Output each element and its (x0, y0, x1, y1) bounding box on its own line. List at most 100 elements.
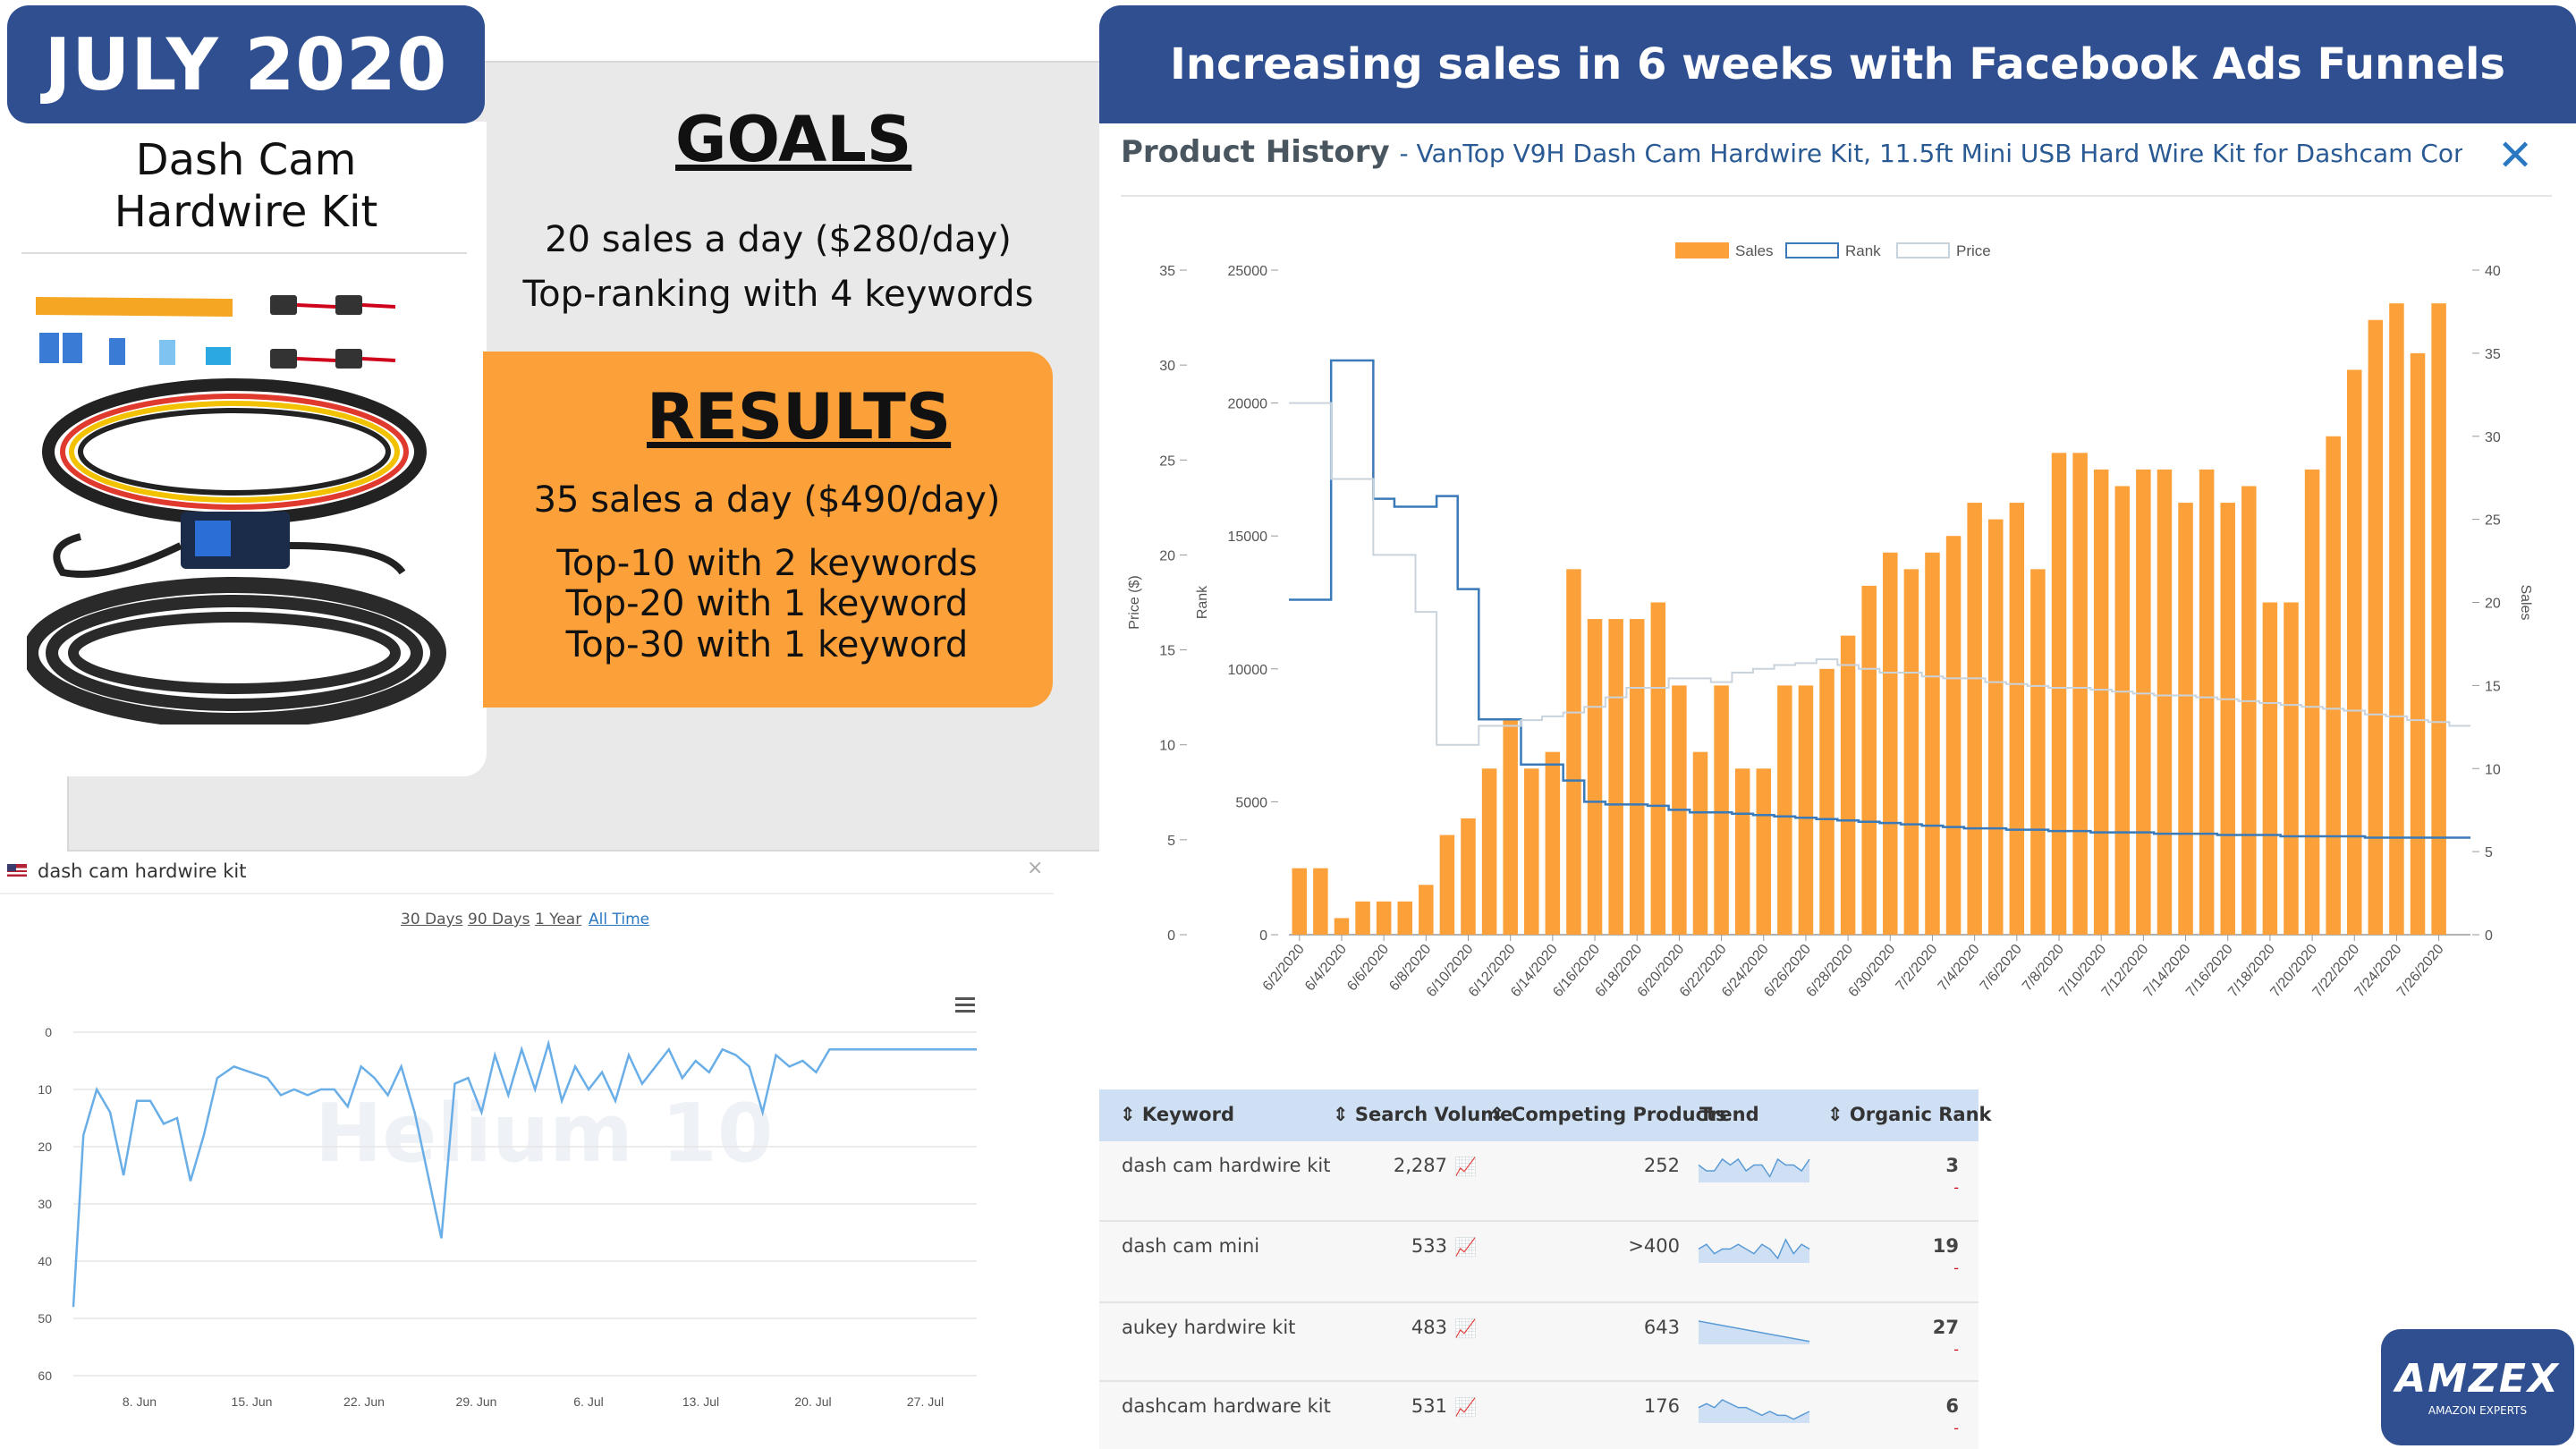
result-line-2: Top-10 with 2 keywords (556, 543, 978, 584)
goal-line-1: 20 sales a day ($280/day) (545, 219, 1012, 260)
sales-tick-label: 40 (2485, 264, 2501, 279)
sales-bar (1714, 685, 1729, 935)
product-history-chart: Sales Rank Price 0 5 10 15 20 25 30 35 0 5000 10000 15… (1127, 242, 2533, 1000)
product-title: Dash Cam Hardwire Kit (0, 134, 492, 238)
product-name: - VanTop V9H Dash Cam Hardwire Kit, 11.5… (1399, 139, 2462, 168)
rank-tick-label: 0 (1259, 928, 1267, 944)
x-tick-label: 6/6/2020 (1344, 942, 1392, 995)
sales-tick-label: 15 (2485, 679, 2501, 694)
rank-delta: - (1953, 1341, 1959, 1358)
sales-bar (2431, 303, 2446, 935)
organic-rank-cell: 3 (1945, 1155, 1959, 1176)
sales-bar (1903, 569, 1919, 935)
header-competing[interactable]: ⇕ Competing Products (1489, 1104, 1727, 1125)
organic-rank-cell: 6 (1945, 1395, 1959, 1417)
volume-chart-icon[interactable]: 📈 (1454, 1236, 1477, 1258)
h10-y-tick-label: 30 (38, 1197, 52, 1211)
price-line (1289, 402, 2470, 746)
sales-bar (1566, 569, 1581, 935)
product-divider (21, 252, 467, 254)
price-tick-label: 20 (1159, 548, 1175, 564)
hamburger-menu-icon[interactable] (955, 997, 975, 1013)
sales-bar (2389, 303, 2404, 935)
header-search-volume-label: Search Volume (1354, 1104, 1513, 1125)
sales-bar (1967, 503, 1982, 935)
price-tick-label: 10 (1159, 739, 1175, 754)
sales-bar (1819, 668, 1835, 935)
sales-bar (1692, 751, 1708, 935)
h10-x-tick-label: 20. Jul (794, 1394, 831, 1409)
range-30-days[interactable]: 30 Days (401, 911, 463, 928)
price-tick-label: 0 (1167, 928, 1175, 944)
sales-bar (1734, 768, 1750, 935)
sales-bar (2009, 503, 2025, 935)
close-icon[interactable]: ✕ (2497, 131, 2534, 181)
sales-bar (2326, 436, 2341, 935)
sales-bar (2136, 469, 2151, 935)
amzex-tagline: AMAZON EXPERTS (2428, 1404, 2528, 1417)
competing-cell: 643 (1643, 1317, 1680, 1338)
rank-delta: - (1953, 1259, 1959, 1276)
sales-bar (2220, 503, 2235, 935)
sales-bar (2304, 469, 2320, 935)
sales-bar (1840, 635, 1856, 935)
helium10-divider (0, 893, 1054, 894)
h10-y-tick-label: 40 (38, 1254, 52, 1268)
header-keyword[interactable]: ⇕ Keyword (1120, 1104, 1234, 1125)
keyword-table-header (1099, 1089, 1979, 1141)
trend-line (1698, 1157, 1810, 1179)
sales-bar (1313, 868, 1328, 935)
headline-bar: Increasing sales in 6 weeks with Faceboo… (1099, 5, 2576, 123)
price-axis-title: Price ($) (1127, 575, 1142, 629)
rank-line (1289, 359, 2470, 839)
sales-bar (1481, 768, 1497, 935)
sales-bar (1650, 602, 1666, 935)
trend-sparkline (1698, 1399, 1810, 1423)
row-separator (1099, 1301, 1979, 1303)
sales-bar (2157, 469, 2173, 935)
rank-axis-title: Rank (1195, 585, 1210, 619)
organic-rank-cell: 27 (1932, 1317, 1959, 1338)
legend-swatch-rank (1785, 242, 1839, 258)
header-keyword-label: Keyword (1141, 1104, 1234, 1125)
search-volume-cell: 531 (1411, 1395, 1447, 1417)
sales-bar (1608, 619, 1623, 935)
competing-cell: 176 (1643, 1395, 1680, 1417)
results-title: RESULTS (647, 380, 952, 453)
amzex-logo: AMZEX AMAZON EXPERTS (2381, 1329, 2574, 1445)
sales-bar (2410, 352, 2426, 935)
keyword-cell: dash cam mini (1122, 1235, 1260, 1257)
h10-x-tick-label: 8. Jun (123, 1394, 157, 1409)
range-1-year[interactable]: 1 Year (535, 911, 582, 928)
result-line-1: 35 sales a day ($490/day) (533, 479, 1001, 521)
rank-tick-label: 5000 (1235, 795, 1267, 810)
volume-chart-icon[interactable]: 📈 (1454, 1318, 1477, 1339)
volume-chart-icon[interactable]: 📈 (1454, 1156, 1477, 1177)
rank-tick-label: 10000 (1228, 663, 1268, 678)
sales-bar (2093, 469, 2109, 935)
sales-bar (2114, 486, 2131, 935)
header-search-volume[interactable]: ⇕ Search Volume (1333, 1104, 1513, 1125)
h10-x-tick-label: 15. Jun (232, 1394, 273, 1409)
product-history-divider (1121, 195, 2552, 197)
sales-bar (1419, 885, 1434, 935)
volume-chart-icon[interactable]: 📈 (1454, 1396, 1477, 1418)
trend-sparkline (1698, 1238, 1810, 1263)
product-history-title: Product History - VanTop V9H Dash Cam Ha… (1121, 134, 2462, 170)
header-organic-rank[interactable]: ⇕ Organic Rank (1827, 1104, 1992, 1125)
sales-bar (1756, 768, 1772, 935)
search-volume-cell: 483 (1411, 1317, 1447, 1338)
range-all-time[interactable]: All Time (589, 911, 650, 928)
helium10-close-icon[interactable]: × (1027, 857, 1044, 879)
row-separator (1099, 1220, 1979, 1222)
row-separator (1099, 1380, 1979, 1382)
range-90-days[interactable]: 90 Days (468, 911, 530, 928)
header-trend: Trend (1699, 1104, 1759, 1125)
sales-bar (1945, 536, 1962, 935)
organic-rank-cell: 19 (1932, 1235, 1959, 1257)
rank-delta: - (1953, 1179, 1959, 1196)
h10-y-tick-label: 10 (38, 1082, 52, 1097)
trend-line (1698, 1320, 1810, 1343)
price-tick-label: 5 (1167, 834, 1175, 849)
trend-area (1699, 1321, 1809, 1344)
